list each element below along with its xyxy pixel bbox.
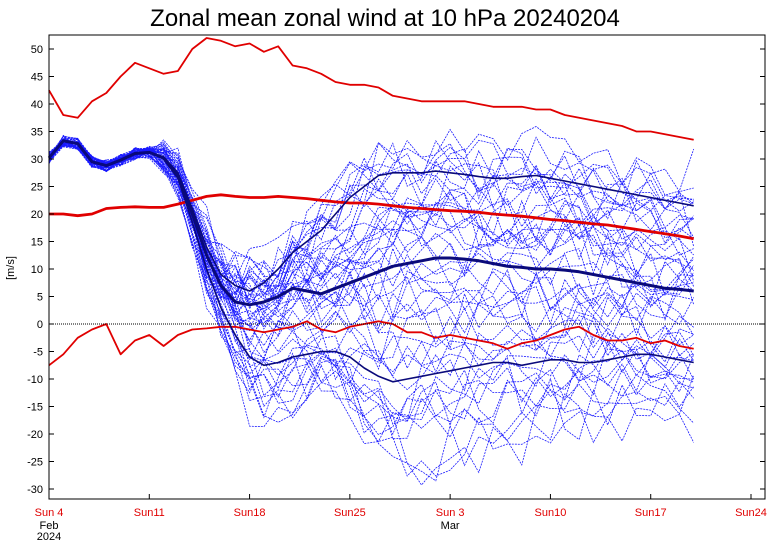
x-sub-label: Mar xyxy=(441,520,460,532)
ensemble-member-line xyxy=(48,141,694,285)
ensemble-member-line xyxy=(48,141,694,305)
x-tick-label: Sun17 xyxy=(635,507,667,519)
ensemble-member-line xyxy=(48,126,695,321)
y-tick-label: -5 xyxy=(33,347,43,359)
ensemble-member-line xyxy=(48,135,695,477)
series-line-climatological-mean xyxy=(49,193,694,241)
ensemble-member-line xyxy=(48,143,695,347)
y-axis-label: [m/s] xyxy=(5,256,17,280)
x-tick-label: Sun18 xyxy=(234,507,266,519)
y-tick-label: -20 xyxy=(27,429,43,441)
ensemble-member-line xyxy=(48,139,694,422)
ensemble-member-line xyxy=(48,144,694,373)
ensemble-member-line xyxy=(48,143,695,443)
y-tick-label: -25 xyxy=(27,457,43,469)
ensemble-member-line xyxy=(48,142,695,371)
series-line-climatological-minimum xyxy=(48,320,694,367)
x-tick-label: Sun25 xyxy=(334,507,366,519)
y-tick-label: 5 xyxy=(37,292,43,304)
x-sub-label: 2024 xyxy=(37,531,61,543)
ensemble-member-line xyxy=(48,140,694,307)
y-tick-label: 0 xyxy=(37,319,43,331)
x-tick-label: Sun11 xyxy=(134,507,165,519)
ensemble-member-line xyxy=(48,135,694,301)
ensemble-member-line xyxy=(48,143,694,368)
ensemble-member-line xyxy=(48,136,694,427)
y-tick-label: 40 xyxy=(31,99,43,111)
y-tick-label: 35 xyxy=(31,127,43,139)
y-tick-label: 45 xyxy=(31,72,43,84)
ensemble-member-line xyxy=(48,136,694,294)
y-tick-label: 25 xyxy=(31,182,43,194)
series-line-climatological-maximum xyxy=(48,37,694,141)
ensemble-member-line xyxy=(48,140,695,304)
ensemble-member-line xyxy=(48,142,695,302)
ensemble-member-line xyxy=(48,138,694,391)
y-tick-label: 15 xyxy=(31,237,43,249)
x-tick-label: Sun24 xyxy=(735,507,767,519)
x-tick-label: Sun10 xyxy=(535,507,567,519)
series-layer xyxy=(47,37,694,383)
y-tick-label: -10 xyxy=(27,374,43,386)
ensemble-member-line xyxy=(48,138,694,361)
ensemble-member-line xyxy=(48,142,694,281)
x-sub-label: Feb xyxy=(40,520,59,532)
ensemble-member-line xyxy=(48,143,695,436)
x-tick-label: Sun 4 xyxy=(35,507,64,519)
axes-layer: 50454035302520151050-5-10-15-20-25-30Sun… xyxy=(27,44,767,543)
series-line-ensemble-member-upper- xyxy=(48,140,694,292)
ensemble-members-layer xyxy=(48,126,695,486)
ensemble-member-line xyxy=(48,137,695,342)
ensemble-member-line xyxy=(48,146,695,316)
y-tick-label: -30 xyxy=(27,484,43,496)
ensemble-member-line xyxy=(48,138,695,314)
ensemble-member-line xyxy=(48,137,694,382)
series-line-ensemble-member-lower- xyxy=(48,140,694,383)
y-tick-label: 30 xyxy=(31,154,43,166)
y-tick-label: -15 xyxy=(27,402,43,414)
x-tick-label: Sun 3 xyxy=(436,507,465,519)
ensemble-member-line xyxy=(48,139,695,297)
ensemble-member-line xyxy=(48,138,694,287)
ensemble-member-line xyxy=(48,138,694,315)
y-tick-label: 50 xyxy=(31,44,43,56)
plot-frame xyxy=(48,34,766,500)
y-tick-label: 20 xyxy=(31,209,43,221)
y-tick-label: 10 xyxy=(31,264,43,276)
chart-title: Zonal mean zonal wind at 10 hPa 20240204 xyxy=(150,5,620,32)
